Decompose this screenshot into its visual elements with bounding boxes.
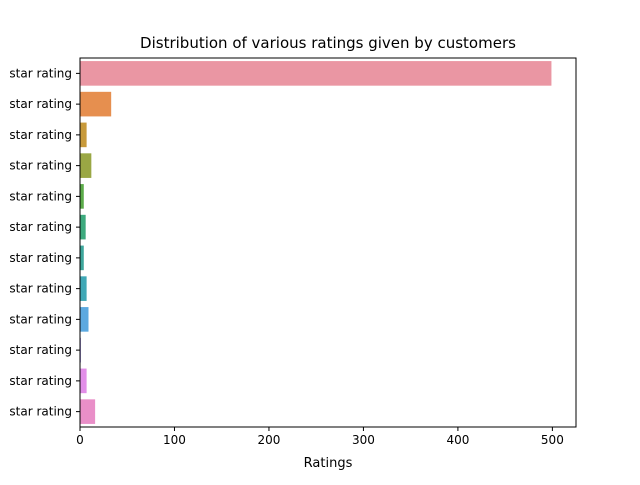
bars-layer [80, 61, 552, 424]
bar-12 [80, 399, 96, 424]
y-tick-label-11: star rating [9, 374, 72, 388]
bar-7 [80, 245, 84, 271]
bar-9 [80, 307, 89, 332]
x-tick-label-200: 200 [257, 433, 280, 447]
x-tick-labels: 0 100 200 300 400 500 [76, 427, 564, 447]
y-tick-labels: star rating star rating star rating star ra… [9, 66, 80, 419]
y-tick-label-2: star rating [9, 97, 72, 111]
bar-2 [80, 91, 112, 117]
bar-11 [80, 368, 87, 394]
x-tick-label-400: 400 [446, 433, 469, 447]
x-tick-label-300: 300 [352, 433, 375, 447]
bar-5 [80, 184, 84, 209]
bar-6 [80, 214, 86, 240]
x-tick-label-0: 0 [76, 433, 84, 447]
y-tick-label-9: star rating [9, 312, 72, 326]
bar-1 [80, 61, 552, 86]
bar-4 [80, 153, 92, 178]
y-tick-label-8: star rating [9, 282, 72, 296]
x-tick-label-100: 100 [163, 433, 186, 447]
y-tick-label-10: star rating [9, 343, 72, 357]
bar-3 [80, 122, 87, 148]
bar-8 [80, 276, 87, 301]
y-tick-label-6: star rating [9, 220, 72, 234]
x-tick-label-500: 500 [541, 433, 564, 447]
y-tick-label-5: star rating [9, 189, 72, 203]
y-tick-label-1: star rating [9, 66, 72, 80]
y-tick-label-4: star rating [9, 159, 72, 173]
y-tick-label-7: star rating [9, 251, 72, 265]
x-axis-label: Ratings [304, 456, 353, 471]
y-tick-label-3: star rating [9, 128, 72, 142]
chart-title: Distribution of various ratings given by… [140, 34, 516, 52]
y-tick-label-12: star rating [9, 405, 72, 419]
plot-frame [79, 57, 577, 428]
